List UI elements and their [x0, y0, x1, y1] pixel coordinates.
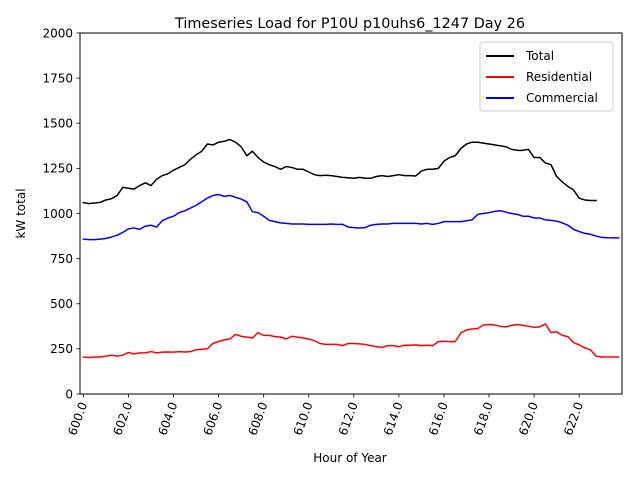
legend-label-commercial: Commercial	[526, 91, 598, 105]
y-tick-label: 0	[65, 387, 73, 401]
y-tick-label: 2000	[42, 26, 73, 40]
x-axis-label: Hour of Year	[313, 451, 387, 465]
chart-title: Timeseries Load for P10U p10uhs6_1247 Da…	[174, 16, 525, 32]
y-tick-label: 250	[50, 342, 73, 356]
y-axis-ticks: 0 250 500 750 1000 1250 1500 1750 2000	[42, 26, 80, 401]
y-tick-label: 1000	[42, 207, 73, 221]
series-line-total	[82, 138, 597, 205]
legend: Total Residential Commercial	[479, 41, 614, 112]
y-axis-label: kW total	[14, 188, 28, 238]
y-tick-label: 750	[50, 252, 73, 266]
legend-box	[479, 41, 614, 112]
plot-frame	[79, 32, 623, 395]
series-lines	[82, 138, 620, 359]
y-tick-label: 1750	[42, 71, 73, 85]
series-line-commercial	[82, 193, 620, 241]
series-line-residential	[82, 323, 620, 359]
y-tick-label: 1500	[42, 117, 73, 131]
legend-label-residential: Residential	[526, 70, 592, 84]
y-tick-label: 500	[50, 297, 73, 311]
y-tick-label: 1250	[42, 162, 73, 176]
legend-label-total: Total	[525, 49, 554, 63]
